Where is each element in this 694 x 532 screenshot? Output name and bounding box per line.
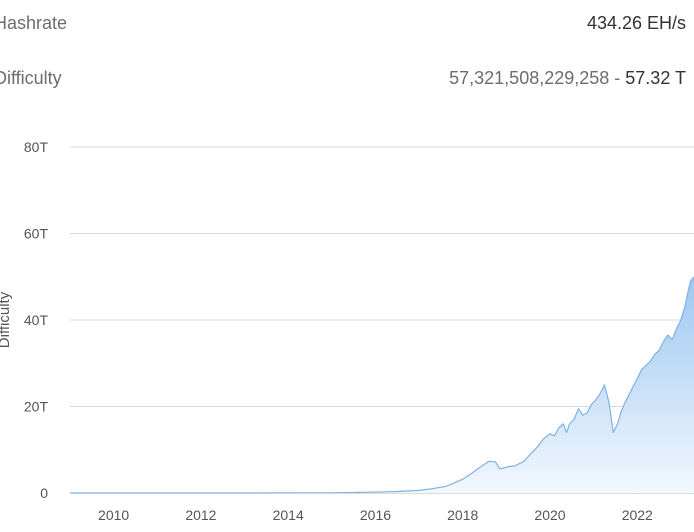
x-tick-label: 2018 [447, 507, 478, 523]
x-tick-label: 2012 [185, 507, 216, 523]
y-tick-label: 20T [24, 399, 49, 415]
y-tick-label: 0 [40, 485, 48, 501]
y-tick-label: 80T [24, 139, 49, 155]
hashrate-label: Hashrate [0, 13, 68, 33]
y-axis-ticks: 0 20T 40T 60T 80T [24, 139, 49, 501]
difficulty-value-short: 57.32 T [625, 68, 686, 88]
series-line[interactable] [70, 276, 694, 494]
y-tick-label: 60T [24, 226, 49, 242]
difficulty-chart[interactable]: 0 20T 40T 60T 80T 2010 2012 2014 2016 2018 2020 20… [0, 120, 694, 532]
difficulty-value: 57,321,508,229,258 - 57.32 T [449, 63, 686, 93]
x-tick-label: 2020 [534, 507, 565, 523]
difficulty-label: Difficulty [0, 68, 62, 88]
y-tick-label: 40T [24, 312, 49, 328]
x-tick-label: 2016 [360, 507, 391, 523]
difficulty-value-full: 57,321,508,229,258 [449, 68, 610, 88]
hashrate-row: Hashrate 434.26 EH/s [0, 8, 694, 38]
x-axis-ticks: 2010 2012 2014 2016 2018 2020 2022 [98, 507, 653, 523]
y-axis-label: Difficulty [0, 291, 13, 348]
difficulty-row: Difficulty 57,321,508,229,258 - 57.32 T [0, 63, 694, 93]
x-tick-label: 2022 [622, 507, 653, 523]
hashrate-value: 434.26 EH/s [586, 13, 686, 33]
x-tick-label: 2010 [98, 507, 129, 523]
x-tick-label: 2014 [273, 507, 304, 523]
area-series[interactable] [70, 276, 694, 494]
difficulty-value-separator: - [609, 68, 626, 88]
area-fill [70, 276, 694, 493]
